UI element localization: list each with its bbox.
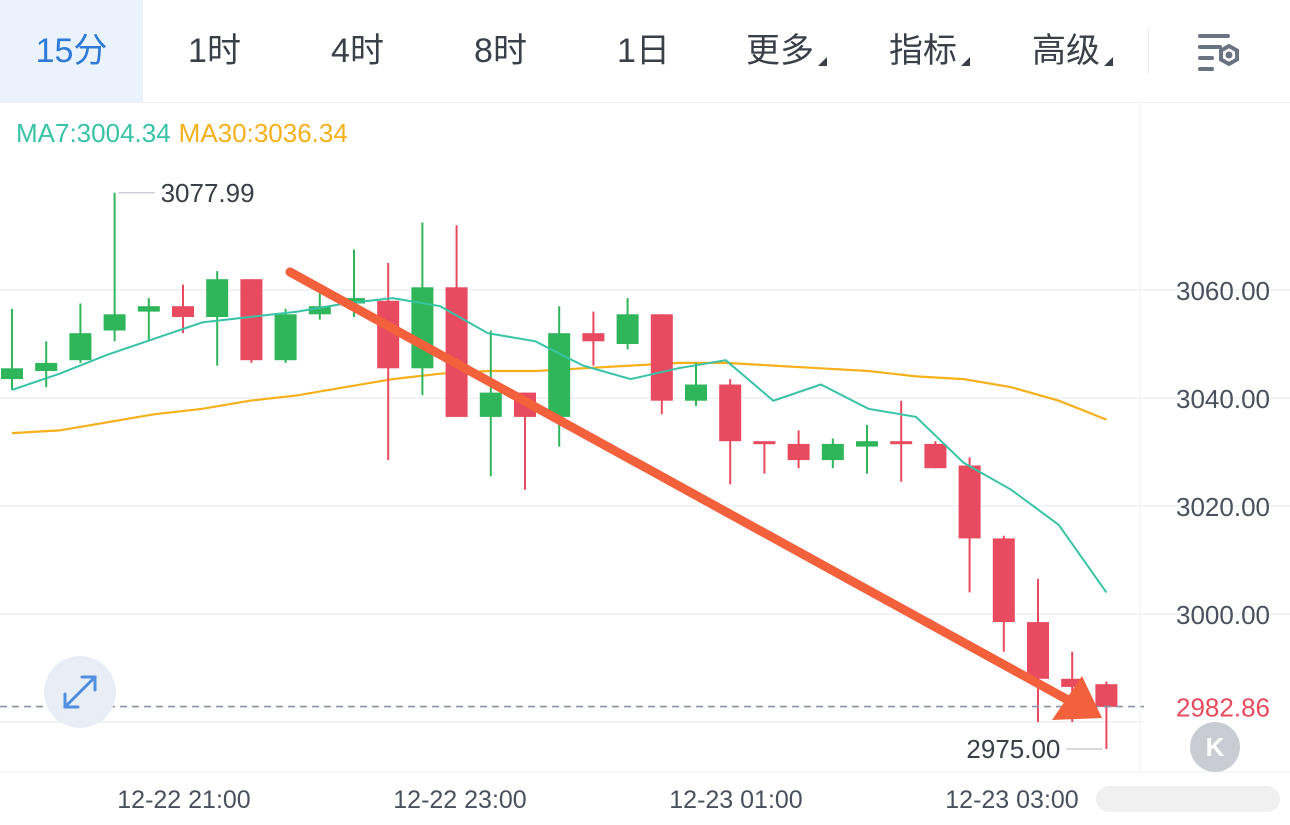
candle-body xyxy=(35,362,58,371)
tab-more-dropdown[interactable]: 更多 xyxy=(715,0,858,102)
candle-body xyxy=(924,443,947,469)
watermark xyxy=(1096,786,1280,812)
tab-4h[interactable]: 4时 xyxy=(286,0,429,102)
candle-body xyxy=(343,298,365,304)
tab-advanced-dropdown[interactable]: 高级 xyxy=(1001,0,1144,102)
current-price-label: 2982.86 xyxy=(1176,693,1270,723)
candle-body xyxy=(240,279,263,361)
candle-body xyxy=(1061,678,1084,687)
candle-body xyxy=(479,392,502,417)
y-tick-label: 3040.00 xyxy=(1176,384,1270,414)
grid-lines xyxy=(0,289,1290,723)
candle-body xyxy=(685,384,707,401)
tab-label: 更多 xyxy=(746,32,814,70)
dropdown-caret-icon xyxy=(1104,57,1113,66)
candle-body xyxy=(137,306,160,312)
x-tick-label: 12-23 03:00 xyxy=(945,786,1078,814)
candle-body xyxy=(616,314,639,344)
candle-body xyxy=(377,300,400,369)
tab-indicators-dropdown[interactable]: 指标 xyxy=(858,0,1001,102)
candle-body xyxy=(445,287,468,417)
candle-body xyxy=(548,333,571,417)
tab-label: 8时 xyxy=(474,32,527,70)
tab-divider xyxy=(1148,28,1149,74)
annotations: 3077.99 2975.00 2982.86 xyxy=(0,178,1290,764)
ma7-series xyxy=(11,297,1108,593)
candle-body xyxy=(719,384,742,442)
tab-label: 1日 xyxy=(617,32,670,70)
candle-body xyxy=(992,538,1015,623)
timeframe-tabbar: 15分 1时 4时 8时 1日 更多 指标 高级 xyxy=(0,0,1290,103)
tab-label: 1时 xyxy=(188,32,241,70)
candle-body xyxy=(582,333,605,342)
tab-15m[interactable]: 15分 xyxy=(0,0,143,102)
tab-8h[interactable]: 8时 xyxy=(429,0,572,102)
expand-chart-button[interactable] xyxy=(44,656,116,728)
ma7-line xyxy=(11,297,1108,593)
current-price-badge xyxy=(1144,685,1290,728)
ma-legend: MA7:3004.34 MA30:3036.34 xyxy=(16,118,348,149)
expand-arrows-icon xyxy=(63,675,97,709)
axes: 3060.00 3040.00 3020.00 3000.00 12-22 21:00 1… xyxy=(0,102,1290,814)
candle-body xyxy=(274,314,297,361)
kline-toggle-icon: K xyxy=(1205,732,1225,762)
x-tick-label: 12-22 21:00 xyxy=(117,786,250,814)
candle-body xyxy=(821,443,844,461)
dropdown-caret-icon xyxy=(818,57,827,66)
high-price-label: 3077.99 xyxy=(161,178,255,208)
low-price-label: 2975.00 xyxy=(966,734,1060,764)
candle-body xyxy=(958,465,981,539)
y-tick-label: 3060.00 xyxy=(1176,276,1270,306)
tab-1h[interactable]: 1时 xyxy=(143,0,286,102)
x-tick-label: 12-23 01:00 xyxy=(669,786,802,814)
candle-body xyxy=(753,441,776,445)
tab-label: 高级 xyxy=(1032,32,1100,70)
y-tick-label: 3000.00 xyxy=(1176,600,1270,630)
candle-body xyxy=(1027,622,1049,679)
candle-body xyxy=(1095,684,1118,707)
tab-label: 4时 xyxy=(331,32,384,70)
candle-body xyxy=(890,441,913,445)
candle-body xyxy=(172,306,194,317)
dropdown-caret-icon xyxy=(961,57,970,66)
chart-settings-button[interactable] xyxy=(1190,24,1246,80)
candle-body xyxy=(856,441,878,447)
kline-toggle-button[interactable]: K xyxy=(1190,722,1240,772)
trend-arrow-head xyxy=(1052,676,1102,720)
candle-body xyxy=(206,279,229,317)
settings-sliders-icon xyxy=(1198,34,1239,71)
y-tick-label: 3020.00 xyxy=(1176,492,1270,522)
tab-1d[interactable]: 1日 xyxy=(572,0,715,102)
candles xyxy=(1,192,1118,749)
ma7-value: MA7:3004.34 xyxy=(16,118,171,148)
candle-body xyxy=(103,314,126,331)
tab-label: 15分 xyxy=(35,32,108,70)
candle-body xyxy=(650,314,673,401)
candle-body xyxy=(787,443,810,461)
tab-label: 指标 xyxy=(889,32,957,70)
candle-body xyxy=(411,287,434,369)
candle-body xyxy=(69,333,92,361)
x-tick-label: 12-22 23:00 xyxy=(393,786,526,814)
candle-body xyxy=(308,306,331,315)
trend-arrow-line xyxy=(285,267,1073,705)
ma30-value: MA30:3036.34 xyxy=(178,118,348,148)
candle-body xyxy=(1,368,23,380)
